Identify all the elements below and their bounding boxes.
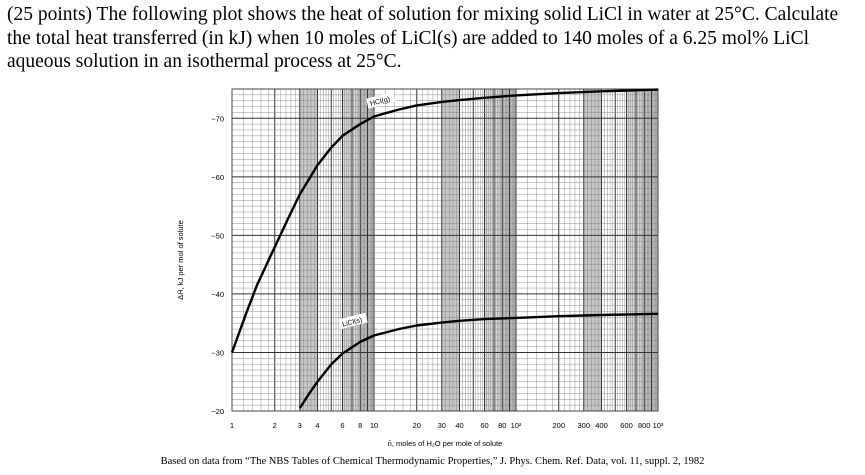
- series-label: LiCl(s): [342, 317, 363, 329]
- x-tick-label: 10²: [511, 421, 522, 430]
- x-tick-label: 4: [315, 421, 319, 430]
- y-tick-label: −30: [211, 348, 224, 357]
- x-axis-label: n̄, moles of H₂O per mole of solute: [388, 439, 503, 448]
- shaded-band: [626, 89, 645, 411]
- x-tick-label: 60: [480, 421, 488, 430]
- series-label-bg: [338, 312, 368, 330]
- question-text: (25 points) The following plot shows the…: [7, 4, 839, 72]
- y-tick-label: −70: [211, 114, 224, 123]
- x-tick-label: 30: [438, 421, 446, 430]
- x-tick-label: 6: [340, 421, 344, 430]
- x-tick-label: 800: [638, 421, 651, 430]
- shaded-band: [299, 89, 318, 411]
- x-tick-label: 600: [620, 421, 633, 430]
- shaded-band: [484, 89, 503, 411]
- x-tick-label: 10³: [653, 421, 664, 430]
- y-axis-label: ΔH̄, kJ per mol of solute: [176, 220, 185, 300]
- x-tick-label: 3: [298, 421, 302, 430]
- series-line-hcl: [230, 88, 659, 353]
- x-tick-label: 1: [230, 421, 234, 430]
- shaded-band: [441, 89, 460, 411]
- x-tick-label: 20: [413, 421, 421, 430]
- x-tick-label: 300: [577, 421, 590, 430]
- source-caption: Based on data from “The NBS Tables of Ch…: [160, 456, 705, 467]
- x-tick-label: 8: [358, 421, 362, 430]
- x-tick-label: 400: [595, 421, 608, 430]
- plot-frame: [231, 88, 659, 412]
- x-tick-label: 40: [455, 421, 463, 430]
- series-label: HCl(g): [370, 96, 391, 108]
- series-line-licl: [298, 312, 659, 409]
- y-tick-label: −50: [211, 231, 224, 240]
- y-tick-label: −60: [211, 173, 224, 182]
- x-tick-label: 200: [552, 421, 565, 430]
- shaded-band: [583, 89, 602, 411]
- y-tick-label: −40: [211, 290, 224, 299]
- x-tick-label: 2: [273, 421, 277, 430]
- shaded-band: [342, 89, 361, 411]
- y-tick-label: −20: [211, 407, 224, 416]
- x-tick-label: 80: [498, 421, 506, 430]
- x-tick-label: 10: [370, 421, 378, 430]
- series-label-bg: [366, 92, 396, 109]
